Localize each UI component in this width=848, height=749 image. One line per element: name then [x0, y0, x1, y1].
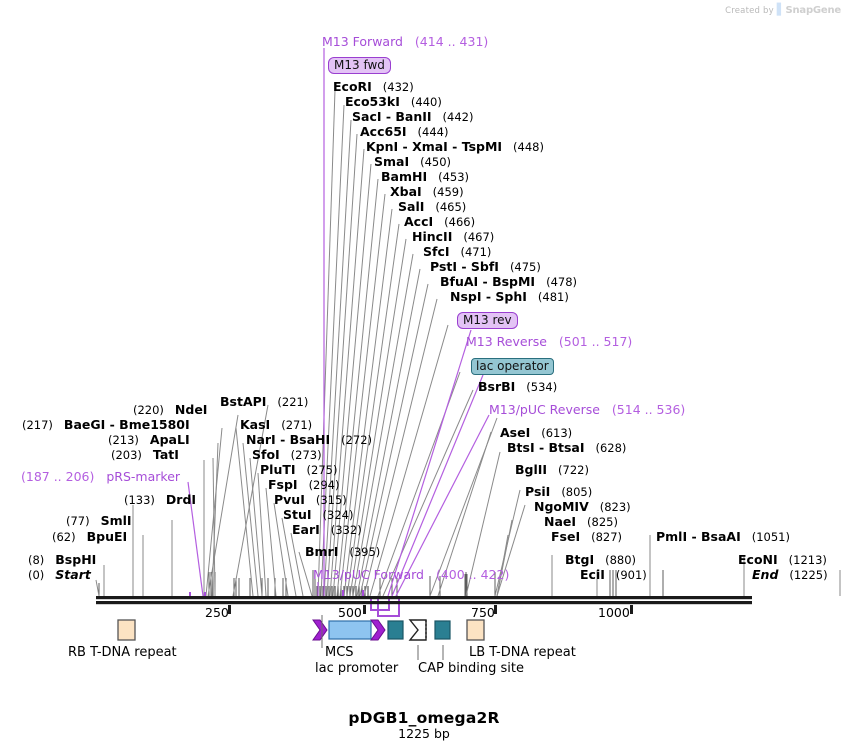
- site-label-sfci[interactable]: SfcI (471): [423, 244, 492, 259]
- feature-lac-promoter-right: [370, 619, 386, 641]
- site-label-baegi-bme1580i[interactable]: (217) BaeGI - Bme1580I: [22, 417, 190, 432]
- primer-label-m13-puc-forward[interactable]: M13/pUC Forward (400 .. 422): [313, 567, 510, 582]
- site-label-acci[interactable]: AccI (466): [404, 214, 476, 229]
- legend-label-lb-tdna-repeat[interactable]: LB T-DNA repeat: [469, 645, 576, 660]
- primer-label-m13-forward[interactable]: M13 Forward (414 .. 431): [322, 34, 489, 49]
- site-label-psii[interactable]: PsiI (805): [525, 484, 593, 499]
- feature-lac-promoter-left: [312, 619, 328, 641]
- site-label-smli[interactable]: (77) SmlI: [66, 513, 132, 528]
- ruler-tick-label-750: 750: [471, 605, 495, 620]
- legend-label-lac-promoter[interactable]: lac promoter: [315, 661, 399, 676]
- primer-box-m13-fwd[interactable]: M13 fwd: [328, 57, 391, 74]
- site-label-ngomiv[interactable]: NgoMIV (823): [534, 499, 631, 514]
- site-label-asei[interactable]: AseI (613): [500, 425, 573, 440]
- site-label-pluti[interactable]: PluTI (275): [260, 462, 338, 477]
- site-label-nspi-sphi[interactable]: NspI - SphI (481): [450, 289, 569, 304]
- feature-mcs: [328, 620, 372, 640]
- feature-lb-tdna-repeat: [466, 619, 485, 641]
- site-label-pmli-bsaai[interactable]: PmlI - BsaAI (1051): [656, 529, 790, 544]
- legend-connectors: [321, 615, 444, 660]
- site-label-hincii[interactable]: HincII (467): [412, 229, 495, 244]
- site-label-psti-sbfi[interactable]: PstI - SbfI (475): [430, 259, 541, 274]
- site-label-kpni-xmai-tspmi[interactable]: KpnI - XmaI - TspMI (448): [366, 139, 544, 154]
- snapgene-brand: SnapGene: [785, 5, 841, 16]
- site-label-acc65i[interactable]: Acc65I (444): [360, 124, 449, 139]
- primer-label-m13-reverse[interactable]: M13 Reverse (501 .. 517): [466, 334, 633, 349]
- site-label-bfuai-bspmi[interactable]: BfuAI - BspMI (478): [440, 274, 578, 289]
- plasmid-length: 1225 bp: [398, 726, 450, 741]
- site-label-start[interactable]: (0) Start: [28, 567, 91, 582]
- site-label-bmri[interactable]: BmrI (395): [305, 544, 381, 559]
- site-label-bglii[interactable]: BglII (722): [515, 462, 589, 477]
- mcs-hashmark-cluster: [316, 586, 369, 596]
- legend-label-cap-binding-site[interactable]: CAP binding site: [418, 661, 525, 676]
- snapgene-credit: Created by ▌SnapGene: [725, 3, 841, 16]
- site-label-fspi[interactable]: FspI (294): [268, 477, 340, 492]
- site-label-apali[interactable]: (213) ApaLI: [108, 432, 190, 447]
- site-label-pvui[interactable]: PvuI (315): [274, 492, 347, 507]
- site-label-bsrbi[interactable]: BsrBI (534): [478, 379, 558, 394]
- feature-rb-tdna-repeat: [117, 619, 136, 641]
- feature-cap-binding-site: [434, 620, 451, 640]
- site-label-ecii[interactable]: EciI (901): [580, 567, 647, 582]
- ruler-tick-label-1000: 1000: [598, 605, 630, 620]
- site-label-econi[interactable]: EcoNI (1213): [738, 552, 827, 567]
- legend-label-rb-tdna-repeat[interactable]: RB T-DNA repeat: [68, 645, 177, 660]
- ruler-tick-label-250: 250: [205, 605, 229, 620]
- backbone-line-top: [96, 596, 752, 600]
- primer-leader-lines: [187, 48, 490, 597]
- site-label-sali[interactable]: SalI (465): [398, 199, 467, 214]
- site-label-bamhi[interactable]: BamHI (453): [381, 169, 470, 184]
- site-label-ecori[interactable]: EcoRI (432): [333, 79, 414, 94]
- feature-cap-binding-site-outline: [408, 619, 427, 641]
- site-label-fsei[interactable]: FseI (827): [551, 529, 623, 544]
- primer-label-prs-marker[interactable]: (187 .. 206) pRS-marker: [21, 469, 181, 484]
- site-label-bsphi[interactable]: (8) BspHI: [28, 552, 97, 567]
- primer-box-m13-rev[interactable]: M13 rev: [457, 312, 518, 329]
- site-label-nari-bsahi[interactable]: NarI - BsaHI (272): [246, 432, 373, 447]
- site-label-smai[interactable]: SmaI (450): [374, 154, 452, 169]
- site-label-saci-banii[interactable]: SacI - BanII (442): [352, 109, 474, 124]
- site-label-eco53ki[interactable]: Eco53kI (440): [345, 94, 442, 109]
- plasmid-title: pDGB1_omega2R: [348, 709, 500, 727]
- site-label-xbai[interactable]: XbaI (459): [390, 184, 464, 199]
- backbone-line-bottom: [96, 601, 752, 605]
- site-label-tati[interactable]: (203) TatI: [111, 447, 179, 462]
- legend-label-mcs[interactable]: MCS: [325, 645, 354, 660]
- ruler-ticks: [228, 605, 633, 614]
- site-label-kasi[interactable]: KasI (271): [240, 417, 313, 432]
- site-label-btgi[interactable]: BtgI (880): [565, 552, 637, 567]
- site-label-drdi[interactable]: (133) DrdI: [124, 492, 197, 507]
- site-label-bstapi[interactable]: BstAPI (221): [220, 394, 309, 409]
- leader-lines: [95, 89, 841, 597]
- site-label-eari[interactable]: EarI (332): [292, 522, 362, 537]
- site-label-bpuei[interactable]: (62) BpuEI: [52, 529, 128, 544]
- ruler-tick-label-500: 500: [338, 605, 362, 620]
- site-label-ndei[interactable]: (220) NdeI: [133, 402, 208, 417]
- credit-prefix: Created by: [725, 6, 774, 16]
- site-label-btsi-btsai[interactable]: BtsI - BtsaI (628): [507, 440, 627, 455]
- site-label-sfoi[interactable]: SfoI (273): [252, 447, 322, 462]
- primer-label-m13-puc-reverse[interactable]: M13/pUC Reverse (514 .. 536): [489, 402, 686, 417]
- feature-lac-operator: [387, 620, 404, 640]
- site-label-naei[interactable]: NaeI (825): [544, 514, 618, 529]
- site-label-end[interactable]: End (1225): [752, 567, 828, 582]
- snapgene-logo-icon: ▌: [776, 3, 786, 16]
- site-label-stui[interactable]: StuI (324): [283, 507, 354, 522]
- feature-box-lac-operator[interactable]: lac operator: [471, 358, 554, 375]
